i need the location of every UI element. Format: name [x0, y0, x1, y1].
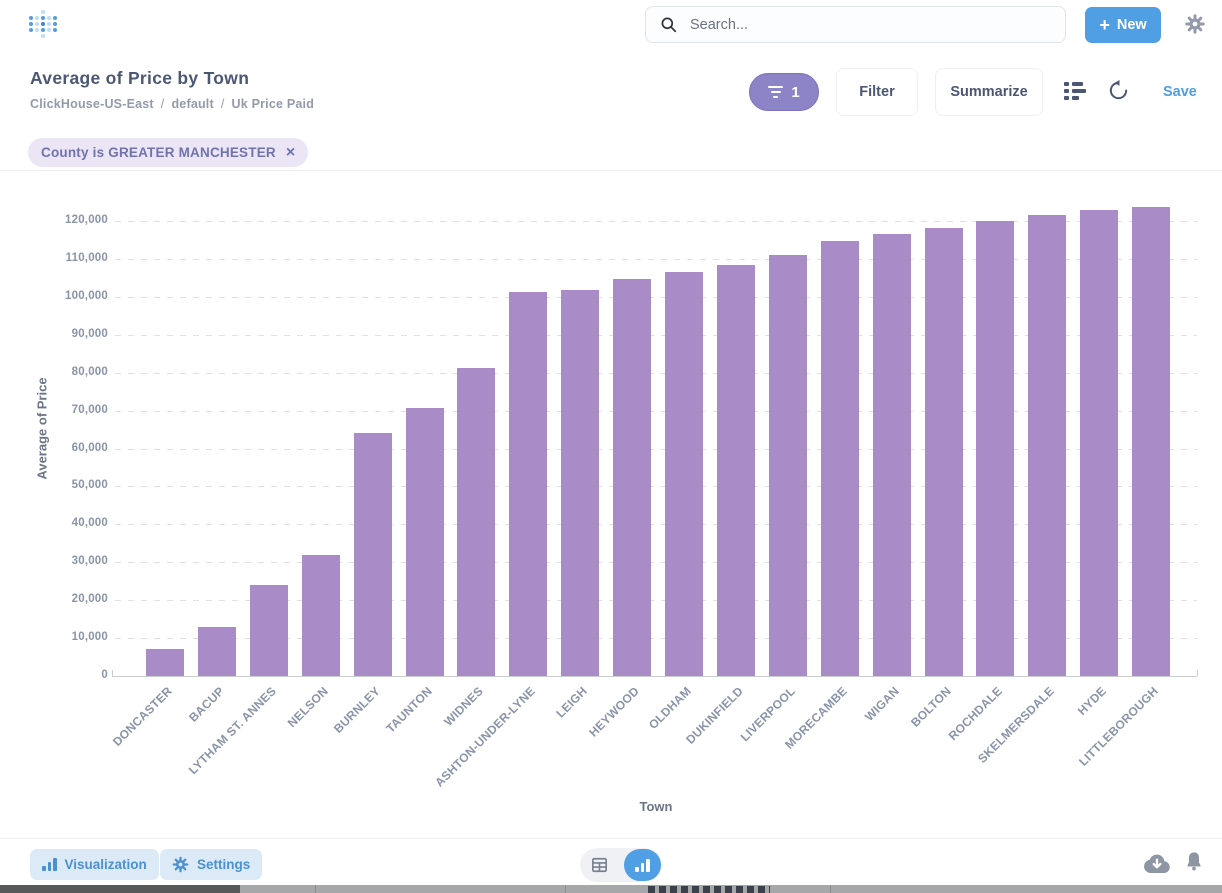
settings-button[interactable]: Settings — [160, 849, 263, 880]
chart-bar[interactable] — [1080, 210, 1119, 676]
y-tick-label: 70,000 — [71, 403, 108, 416]
breadcrumb[interactable]: ClickHouse-US-East / default / Uk Price Paid — [30, 97, 315, 111]
chart-bar[interactable] — [353, 432, 392, 676]
axis-notch-left — [112, 670, 113, 676]
gridline — [115, 410, 1197, 412]
chart-bar[interactable] — [976, 220, 1015, 676]
chart-bar[interactable] — [405, 407, 444, 676]
save-button[interactable]: Save — [1163, 84, 1197, 100]
divider — [0, 838, 1222, 839]
table-view-icon[interactable] — [589, 855, 610, 875]
bottom-scrollbar[interactable] — [0, 885, 1222, 893]
gridline — [115, 600, 1197, 602]
chart-bar[interactable] — [197, 626, 236, 676]
strip-dots — [648, 886, 770, 893]
gridline — [115, 638, 1197, 640]
filter-button[interactable]: Filter — [836, 68, 918, 116]
divider — [0, 170, 1222, 171]
gridline — [115, 372, 1197, 374]
chart-bar[interactable] — [768, 255, 807, 676]
gridline — [115, 258, 1197, 260]
breadcrumb-database[interactable]: ClickHouse-US-East — [30, 97, 154, 111]
gridline — [115, 562, 1197, 564]
notebook-editor-icon[interactable] — [1064, 82, 1087, 102]
visualization-label: Visualization — [64, 857, 147, 872]
chart-bar[interactable] — [249, 584, 288, 676]
chart-bar[interactable] — [716, 265, 755, 676]
search-bar[interactable] — [645, 6, 1066, 43]
gridline — [115, 524, 1197, 526]
gridline — [115, 334, 1197, 336]
y-tick-label: 0 — [101, 669, 108, 681]
search-input[interactable] — [688, 15, 1052, 34]
visualization-button[interactable]: Visualization — [30, 849, 159, 880]
y-tick-label: 50,000 — [71, 479, 108, 492]
y-tick-label: 30,000 — [71, 555, 108, 568]
y-tick-label: 60,000 — [71, 441, 108, 454]
search-icon — [659, 15, 678, 34]
chart-bar[interactable] — [509, 291, 548, 676]
funnel-icon — [768, 85, 784, 99]
summarize-button[interactable]: Summarize — [935, 68, 1043, 116]
metabase-logo-icon[interactable] — [28, 9, 58, 39]
bar-chart-icon — [42, 858, 57, 871]
new-button-label: New — [1116, 17, 1147, 33]
filter-chip[interactable]: County is GREATER MANCHESTER × — [28, 138, 309, 167]
y-tick-label: 80,000 — [71, 365, 108, 378]
bar-chart: Average of Price Town 0 10,000 20,000 30,00… — [34, 207, 1198, 814]
chart-bar[interactable] — [872, 233, 911, 676]
chart-bar[interactable] — [561, 289, 600, 676]
gear-icon — [172, 856, 189, 873]
y-tick-label: 100,000 — [65, 289, 108, 302]
view-toggle — [580, 848, 662, 882]
y-tick-label: 20,000 — [71, 593, 108, 606]
chart-bar[interactable] — [665, 272, 703, 676]
filter-count: 1 — [791, 83, 800, 101]
chart-bar[interactable] — [924, 228, 963, 676]
y-tick-label: 120,000 — [65, 213, 108, 226]
chart-bar[interactable] — [146, 649, 184, 676]
chart-bar[interactable] — [301, 554, 340, 676]
close-icon[interactable]: × — [285, 143, 296, 161]
new-button[interactable]: + New — [1085, 7, 1161, 43]
breadcrumb-table[interactable]: Uk Price Paid — [231, 97, 315, 111]
y-axis-title: Average of Price — [34, 377, 50, 480]
plus-icon: + — [1099, 15, 1110, 35]
active-filters-pill[interactable]: 1 — [749, 73, 819, 111]
gridline — [115, 486, 1197, 488]
x-axis-title: Town — [639, 799, 673, 814]
strip-separator — [565, 885, 566, 893]
admin-gear-icon[interactable] — [1184, 13, 1206, 35]
y-tick-label: 110,000 — [65, 251, 108, 264]
refresh-icon[interactable] — [1107, 79, 1131, 103]
chart-bar[interactable] — [1132, 207, 1171, 676]
y-tick-label: 90,000 — [71, 327, 108, 340]
chart-bar[interactable] — [820, 241, 859, 676]
download-icon[interactable] — [1143, 853, 1170, 879]
chart-bar[interactable] — [613, 278, 652, 676]
filter-chip-label[interactable]: County is GREATER MANCHESTER — [41, 145, 276, 160]
gridline — [115, 220, 1197, 222]
strip-separator — [315, 885, 316, 893]
chart-bar[interactable] — [1028, 214, 1067, 676]
strip-separator — [830, 885, 831, 893]
breadcrumb-schema[interactable]: default — [171, 97, 214, 111]
chart-bar[interactable] — [457, 368, 496, 676]
page-title: Average of Price by Town — [30, 68, 250, 88]
bell-icon[interactable] — [1184, 850, 1204, 878]
x-axis-line — [112, 676, 1197, 677]
gridline — [115, 448, 1197, 450]
y-tick-label: 40,000 — [71, 517, 108, 530]
scrollbar-thumb[interactable] — [0, 885, 240, 893]
y-tick-label: 10,000 — [71, 631, 108, 644]
chart-view-icon[interactable] — [624, 849, 661, 881]
settings-label: Settings — [197, 857, 251, 872]
axis-notch-right — [1197, 670, 1198, 676]
gridline — [115, 296, 1197, 298]
